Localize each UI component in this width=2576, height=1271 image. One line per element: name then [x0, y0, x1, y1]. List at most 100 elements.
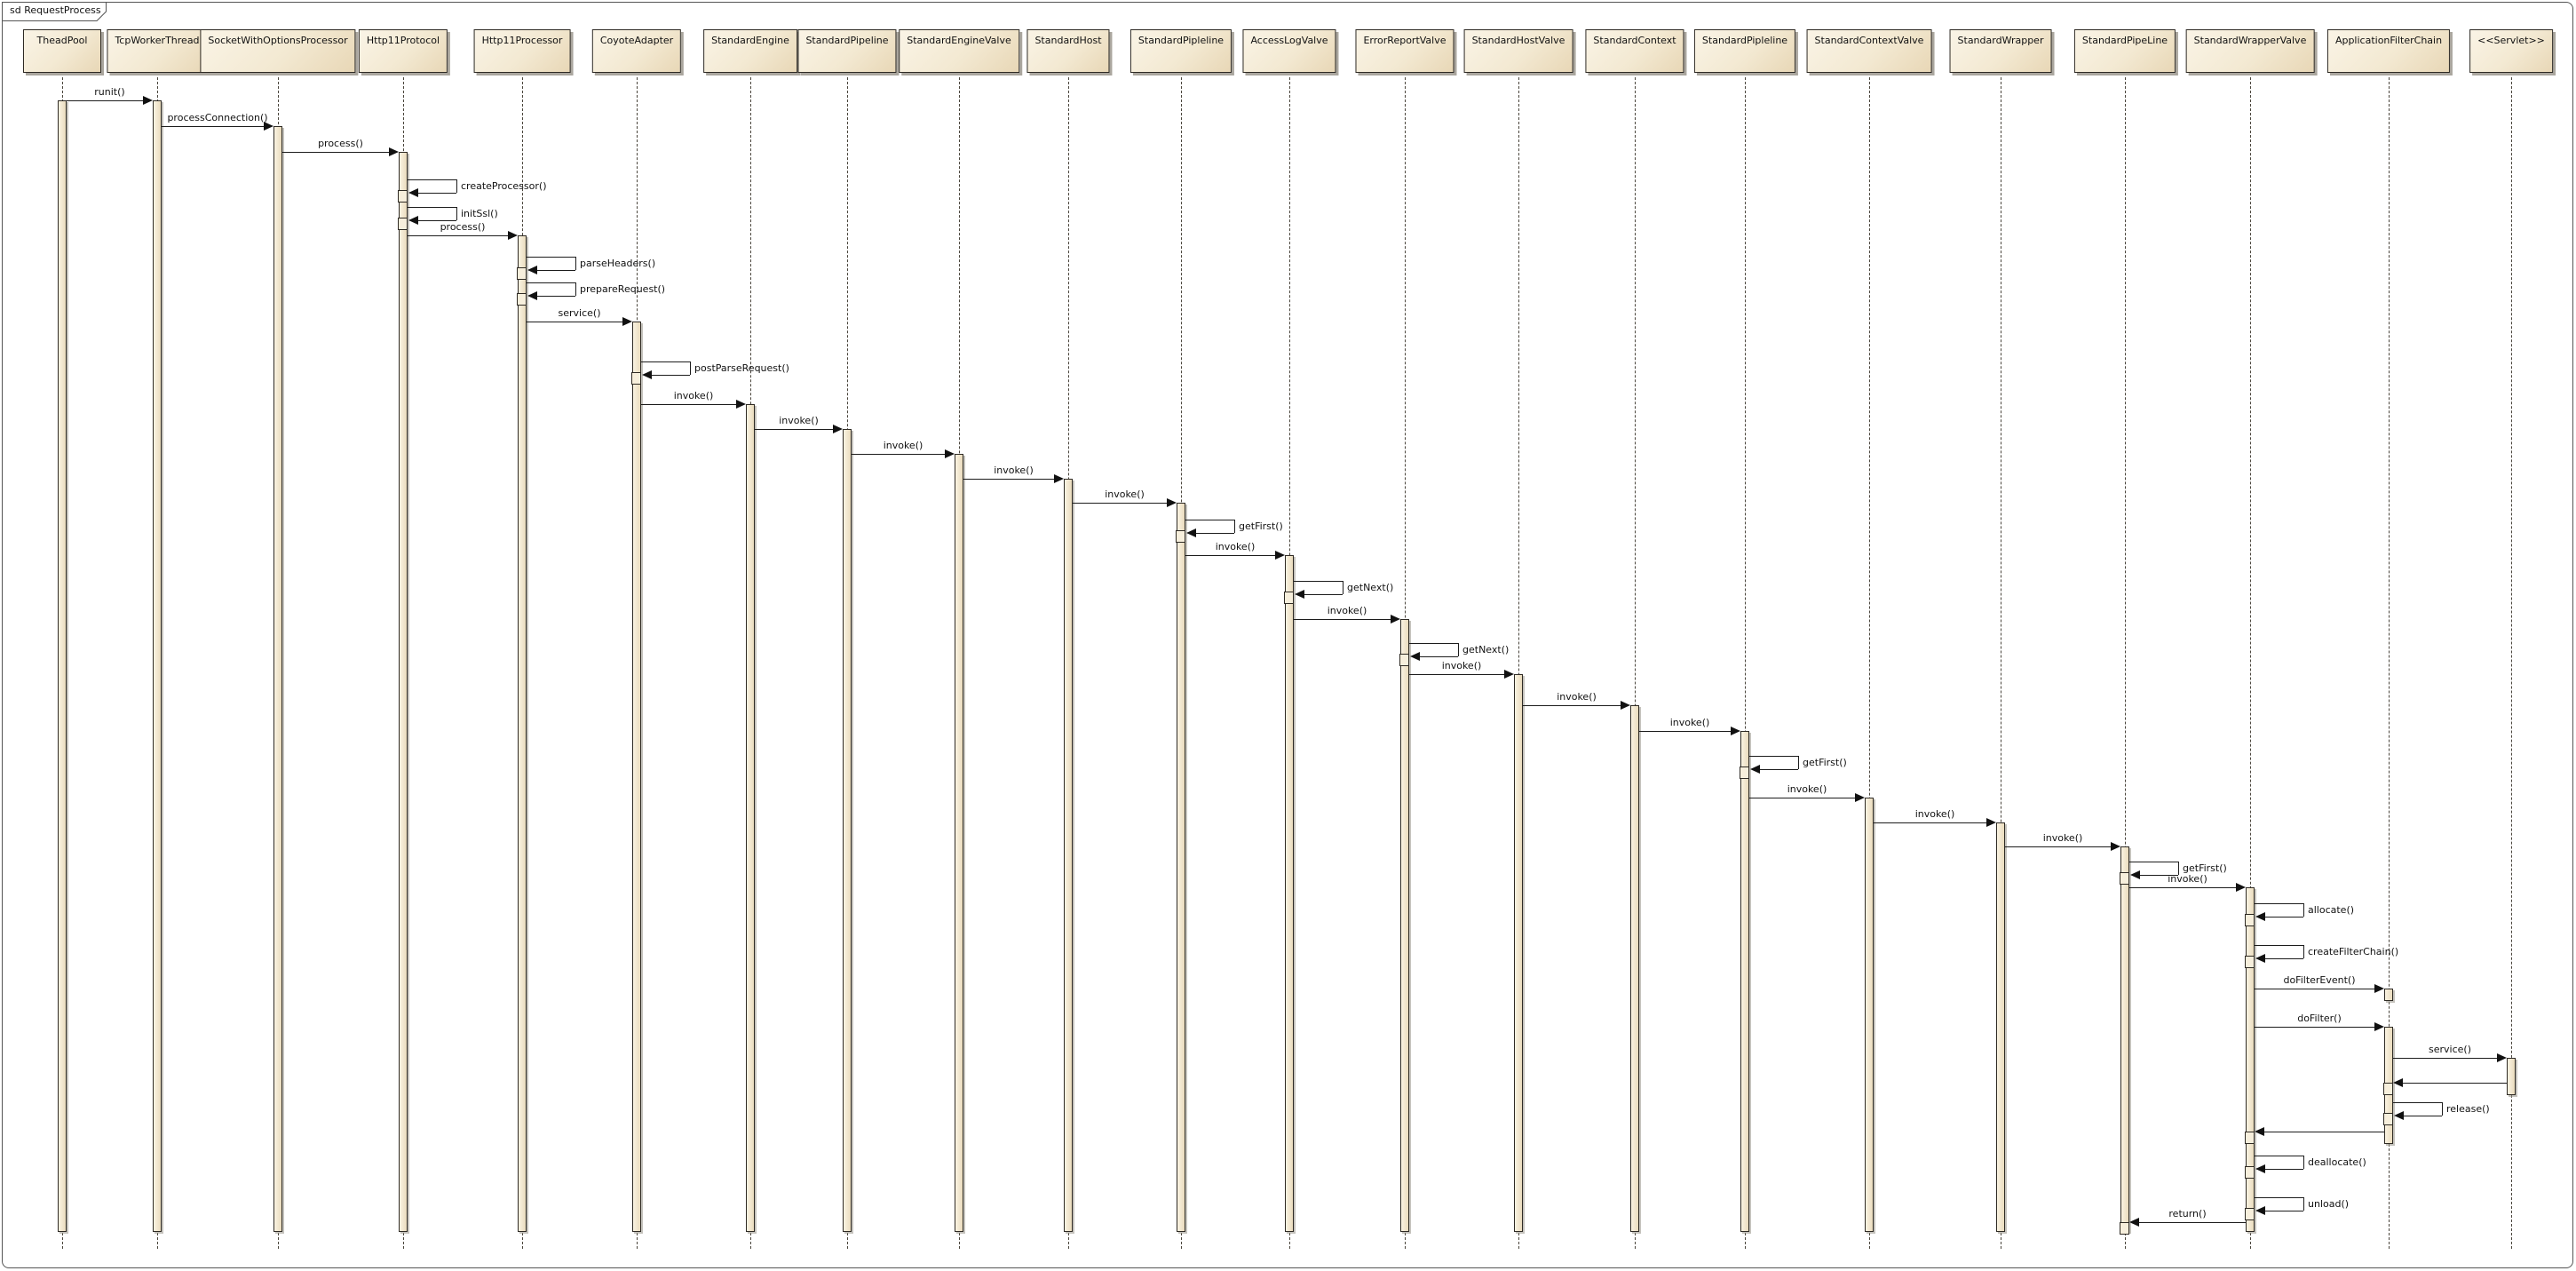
message-label: prepareRequest() — [580, 283, 666, 295]
message-label: getFirst() — [1239, 520, 1283, 532]
message-label: invoke() — [994, 465, 1034, 476]
self-message-arrowhead-icon — [2255, 954, 2265, 963]
self-message-line — [2255, 945, 2303, 946]
lifeline-head: TcpWorkerThread — [107, 29, 208, 73]
lifeline-head: <<Servlet>> — [2469, 29, 2553, 73]
self-message-line — [2442, 1102, 2443, 1116]
activation-bar — [1514, 674, 1523, 1232]
lifeline-head: ApplicationFilterChain — [2326, 29, 2451, 73]
lifeline-head: Http11Processor — [473, 29, 571, 73]
self-message-line — [1749, 756, 1798, 757]
lifeline-head: StandardHost — [1026, 29, 1110, 73]
self-receive-activation — [2245, 914, 2255, 926]
message-arrowhead-icon — [1986, 818, 1996, 827]
message-label: invoke() — [883, 440, 923, 451]
message-label: unload() — [2308, 1198, 2350, 1210]
message-label: service() — [2429, 1044, 2471, 1055]
message-label: invoke() — [1441, 660, 1482, 671]
lifeline-head: CoyoteAdapter — [591, 29, 682, 73]
activation-bar — [1400, 619, 1409, 1232]
self-message-line — [1234, 520, 1235, 533]
self-message-line — [408, 207, 456, 208]
message-arrowhead-icon — [1391, 615, 1400, 624]
return-receive-activation — [2120, 1222, 2129, 1235]
message-arrowhead-icon — [264, 122, 273, 131]
self-receive-activation — [2120, 872, 2129, 885]
message-label: allocate() — [2308, 904, 2355, 916]
message-arrowhead-icon — [2497, 1053, 2507, 1062]
self-message-line — [652, 375, 690, 376]
self-message-line — [1760, 769, 1798, 770]
self-message-line — [418, 193, 456, 194]
self-message-line — [1294, 581, 1343, 582]
message-label: initSsl() — [461, 208, 498, 219]
lifeline-head: AccessLogValve — [1242, 29, 1336, 73]
self-message-line — [2303, 945, 2304, 958]
activation-bar — [58, 100, 67, 1232]
message-line — [2129, 887, 2236, 888]
message-label: doFilterEvent() — [2283, 974, 2356, 986]
self-message-line — [2303, 903, 2304, 917]
lifeline-line — [1518, 73, 1519, 1249]
message-label: process() — [318, 138, 363, 149]
message-line — [963, 479, 1054, 480]
lifeline-head: TheadPool — [23, 29, 101, 73]
self-message-arrowhead-icon — [1295, 590, 1304, 599]
activation-bar — [399, 152, 408, 1232]
self-message-line — [2178, 862, 2179, 875]
self-message-line — [641, 361, 690, 362]
message-label: invoke() — [1787, 783, 1827, 795]
message-label: getFirst() — [2183, 862, 2227, 874]
message-line — [162, 126, 264, 127]
self-receive-activation — [631, 372, 641, 385]
self-receive-activation — [1399, 654, 1409, 666]
self-receive-activation — [2245, 1166, 2255, 1179]
message-arrowhead-icon — [1731, 727, 1740, 735]
message-label: invoke() — [779, 415, 819, 426]
self-message-arrowhead-icon — [1410, 652, 1420, 661]
lifeline-head: ErrorReportValve — [1355, 29, 1454, 73]
lifeline-line — [1635, 73, 1636, 1249]
self-message-arrowhead-icon — [2255, 912, 2265, 921]
message-arrowhead-icon — [2374, 1022, 2384, 1031]
lifeline-head: StandardWrapperValve — [2185, 29, 2315, 73]
diagram-title: sd RequestProcess — [10, 4, 101, 16]
activation-bar — [153, 100, 162, 1232]
self-message-line — [2265, 917, 2303, 918]
self-message-line — [2140, 875, 2178, 876]
message-arrowhead-icon — [1855, 793, 1865, 802]
self-receive-activation — [517, 267, 527, 280]
return-receive-activation — [2245, 1132, 2255, 1144]
self-message-arrowhead-icon — [1186, 528, 1196, 537]
self-receive-activation — [2245, 1208, 2255, 1220]
activation-bar — [1285, 555, 1294, 1232]
frame-tab-shape — [2, 2, 107, 21]
message-arrowhead-icon — [143, 96, 153, 105]
message-label: process() — [440, 221, 486, 233]
message-arrowhead-icon — [945, 449, 955, 458]
self-message-line — [2303, 1156, 2304, 1169]
lifeline-head: StandardPipleline — [1693, 29, 1796, 73]
self-message-arrowhead-icon — [2255, 1164, 2265, 1173]
activation-bar — [746, 404, 755, 1232]
message-line — [2403, 1083, 2507, 1084]
activation-bar — [273, 126, 282, 1232]
lifeline-head: Http11Protocol — [358, 29, 448, 73]
self-message-line — [527, 282, 575, 283]
self-message-line — [456, 207, 457, 220]
self-receive-activation — [398, 190, 408, 203]
message-line — [67, 100, 143, 101]
activation-bar — [955, 454, 963, 1232]
lifeline-line — [2511, 73, 2512, 1249]
message-arrowhead-icon — [2255, 1127, 2264, 1136]
self-message-line — [2303, 1197, 2304, 1211]
message-line — [1874, 822, 1986, 823]
self-receive-activation — [1176, 530, 1185, 543]
message-line — [1294, 619, 1391, 620]
message-arrowhead-icon — [1275, 551, 1285, 560]
message-arrowhead-icon — [2374, 984, 2384, 993]
lifeline-head: StandardHostValve — [1463, 29, 1573, 73]
lifeline-head: StandardContext — [1585, 29, 1684, 73]
